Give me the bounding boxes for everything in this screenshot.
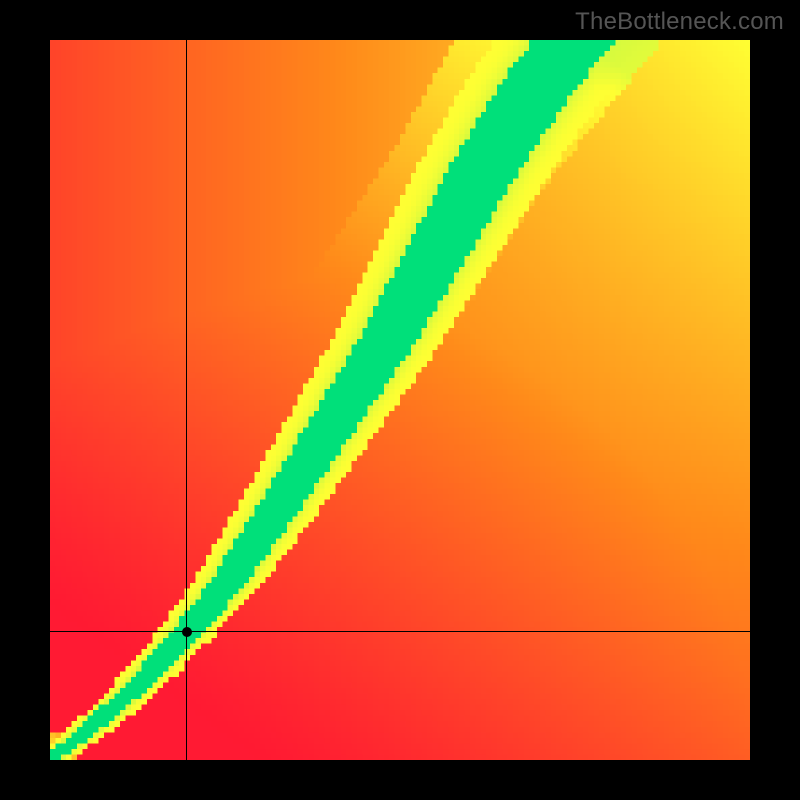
crosshair-marker xyxy=(182,627,192,637)
crosshair-horizontal xyxy=(50,631,750,632)
heatmap-canvas xyxy=(50,40,750,760)
root-container: { "watermark": { "text": "TheBottleneck.… xyxy=(0,0,800,800)
plot-frame xyxy=(50,40,750,760)
watermark-text: TheBottleneck.com xyxy=(575,8,784,36)
crosshair-vertical xyxy=(186,40,187,760)
